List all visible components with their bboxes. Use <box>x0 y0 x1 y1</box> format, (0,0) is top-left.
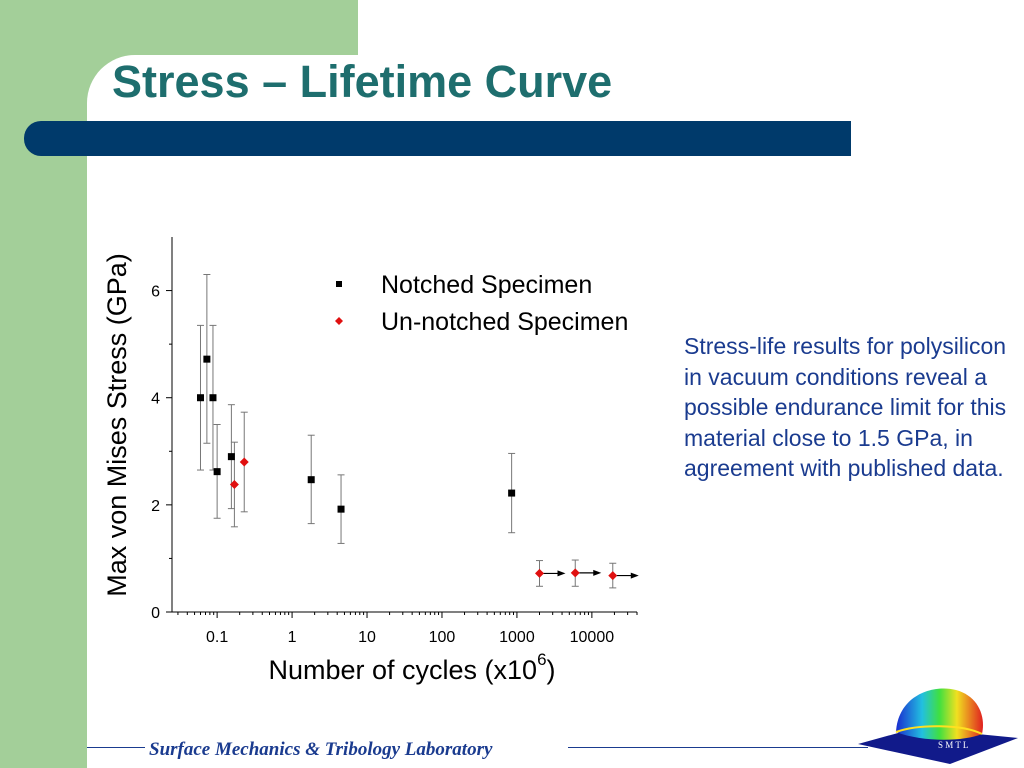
runout-arrowhead <box>593 569 602 576</box>
x-tick-label: 1000 <box>499 629 535 646</box>
slide-title: Stress – Lifetime Curve <box>112 56 613 107</box>
x-axis-label-tail: ) <box>547 655 556 685</box>
data-point-notched <box>227 453 235 461</box>
footer-lab-name: Surface Mechanics & Tribology Laboratory <box>149 739 493 760</box>
footer-rule-right <box>568 747 868 748</box>
x-tick-label: 100 <box>429 629 456 646</box>
data-point-notched <box>196 394 204 402</box>
legend-label-notched: Notched Specimen <box>381 271 592 299</box>
data-point-notched <box>203 355 211 363</box>
runout-arrowhead <box>630 572 639 579</box>
caption-text: Stress-life results for polysilicon in v… <box>684 333 1007 481</box>
smtl-logo: S M T L <box>858 688 1018 764</box>
data-point-unnotched <box>239 457 249 467</box>
data-point-notched <box>307 476 315 484</box>
data-point-notched <box>337 505 345 513</box>
y-tick-label: 0 <box>151 605 160 622</box>
x-tick-label: 10000 <box>570 629 615 646</box>
data-point-unnotched <box>570 568 580 578</box>
x-tick-label: 10 <box>358 629 376 646</box>
legend-marker-unnotched <box>335 317 343 325</box>
svg-text:S M T L: S M T L <box>938 740 968 750</box>
legend-label-unnotched: Un-notched Specimen <box>381 308 628 336</box>
chart-axes: 0.1 1 10 100 1000 10000 0 2 4 6 <box>151 237 638 646</box>
title-underline-bar <box>24 121 851 156</box>
runout-arrowhead <box>557 570 566 577</box>
x-axis-label-exponent: 6 <box>537 650 546 669</box>
y-axis-label: Max von Mises Stress (GPa) <box>102 253 132 597</box>
y-tick-label: 6 <box>151 284 160 301</box>
x-axis-label: Number of cycles (x106) <box>268 650 555 685</box>
data-point-notched <box>213 468 221 476</box>
y-tick-label: 4 <box>151 391 160 408</box>
x-axis-label-base: Number of cycles (x10 <box>268 655 537 685</box>
legend-marker-notched <box>336 281 342 287</box>
data-point-notched <box>508 489 516 497</box>
stress-lifetime-chart: 0.1 1 10 100 1000 10000 0 2 4 6 Notched Specimen … <box>102 237 639 685</box>
chart-legend: Notched Specimen Un-notched Specimen <box>335 271 628 336</box>
data-point-unnotched <box>229 480 239 489</box>
x-tick-label: 1 <box>288 629 297 646</box>
data-point-unnotched <box>608 571 618 581</box>
chart-markers <box>196 355 639 581</box>
x-tick-label: 0.1 <box>206 629 228 646</box>
data-point-notched <box>209 394 217 402</box>
y-tick-label: 2 <box>151 498 160 515</box>
data-point-unnotched <box>534 568 544 578</box>
footer-rule-left <box>87 747 145 748</box>
